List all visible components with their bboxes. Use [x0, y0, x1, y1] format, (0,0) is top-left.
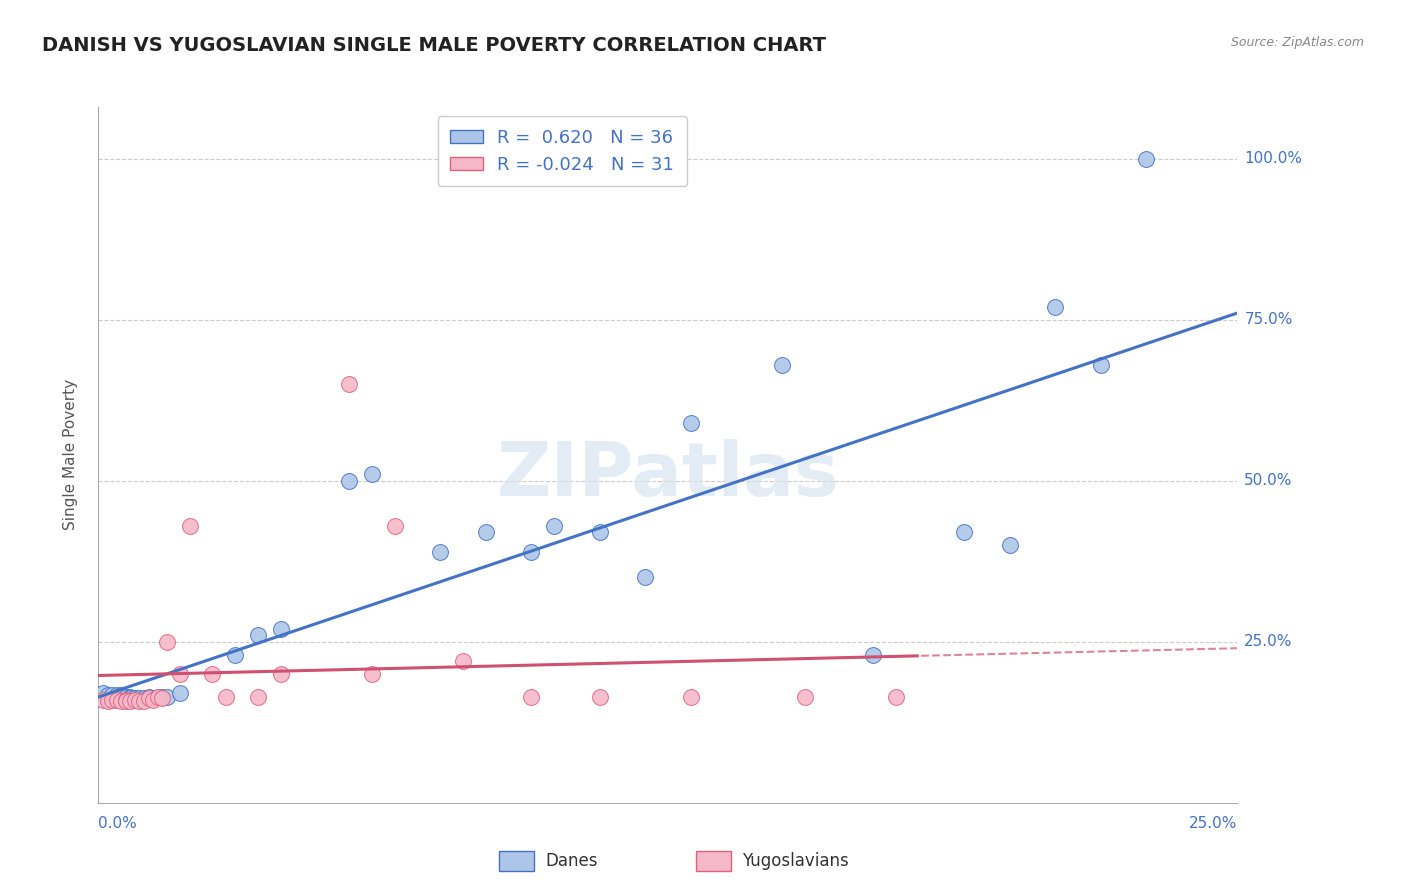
- Point: [128, 694, 150, 708]
- Point: [91, 692, 114, 706]
- Point: [246, 628, 269, 642]
- Text: 50.0%: 50.0%: [1244, 473, 1292, 488]
- Point: [101, 692, 124, 706]
- Point: [142, 692, 165, 706]
- Point: [1090, 358, 1112, 372]
- Point: [132, 694, 155, 708]
- Text: Danes: Danes: [546, 852, 598, 870]
- Point: [1043, 300, 1066, 314]
- Text: 75.0%: 75.0%: [1244, 312, 1292, 327]
- Legend: R =  0.620   N = 36, R = -0.024   N = 31: R = 0.620 N = 36, R = -0.024 N = 31: [437, 116, 686, 186]
- Point: [101, 688, 124, 702]
- Text: Yugoslavians: Yugoslavians: [742, 852, 849, 870]
- Point: [146, 690, 169, 704]
- Point: [588, 690, 610, 704]
- Point: [679, 690, 702, 704]
- Point: [124, 690, 146, 705]
- Text: DANISH VS YUGOSLAVIAN SINGLE MALE POVERTY CORRELATION CHART: DANISH VS YUGOSLAVIAN SINGLE MALE POVERT…: [42, 36, 827, 54]
- Point: [128, 691, 150, 706]
- Point: [142, 690, 165, 705]
- Point: [110, 694, 132, 708]
- Point: [270, 622, 292, 636]
- Point: [91, 686, 114, 700]
- Point: [96, 688, 118, 702]
- Point: [224, 648, 246, 662]
- Point: [884, 690, 907, 704]
- Point: [96, 694, 118, 708]
- Point: [337, 474, 360, 488]
- Point: [429, 544, 451, 558]
- Point: [634, 570, 657, 584]
- Point: [169, 686, 191, 700]
- Point: [520, 544, 543, 558]
- Text: ZIPatlas: ZIPatlas: [496, 439, 839, 512]
- Point: [179, 518, 201, 533]
- Point: [215, 690, 238, 704]
- Point: [138, 691, 160, 706]
- Point: [114, 694, 136, 708]
- Point: [169, 667, 191, 681]
- Point: [120, 691, 142, 706]
- Point: [138, 690, 160, 704]
- Point: [156, 690, 179, 704]
- Point: [146, 690, 169, 704]
- Text: 25.0%: 25.0%: [1189, 816, 1237, 831]
- Point: [132, 691, 155, 706]
- Point: [360, 667, 382, 681]
- Point: [201, 667, 224, 681]
- Point: [451, 654, 474, 668]
- Text: Source: ZipAtlas.com: Source: ZipAtlas.com: [1230, 36, 1364, 49]
- Point: [156, 634, 179, 648]
- Text: 25.0%: 25.0%: [1244, 634, 1292, 649]
- Text: 100.0%: 100.0%: [1244, 151, 1302, 166]
- Point: [770, 358, 793, 372]
- Point: [474, 525, 496, 540]
- Y-axis label: Single Male Poverty: Single Male Poverty: [63, 379, 77, 531]
- Point: [246, 690, 269, 704]
- Point: [793, 690, 815, 704]
- Point: [337, 377, 360, 392]
- Point: [998, 538, 1021, 552]
- Point: [543, 518, 565, 533]
- Point: [120, 690, 142, 704]
- Point: [105, 692, 128, 706]
- Point: [270, 667, 292, 681]
- Point: [110, 688, 132, 702]
- Point: [862, 648, 884, 662]
- Point: [384, 518, 406, 533]
- Point: [360, 467, 382, 482]
- Point: [953, 525, 976, 540]
- Point: [114, 692, 136, 706]
- Point: [124, 692, 146, 706]
- Text: 0.0%: 0.0%: [98, 816, 138, 831]
- Point: [105, 688, 128, 702]
- Point: [150, 691, 173, 706]
- Point: [679, 416, 702, 430]
- Point: [1135, 152, 1157, 166]
- Point: [588, 525, 610, 540]
- Point: [520, 690, 543, 704]
- Point: [114, 690, 136, 704]
- Point: [120, 694, 142, 708]
- Point: [150, 690, 173, 704]
